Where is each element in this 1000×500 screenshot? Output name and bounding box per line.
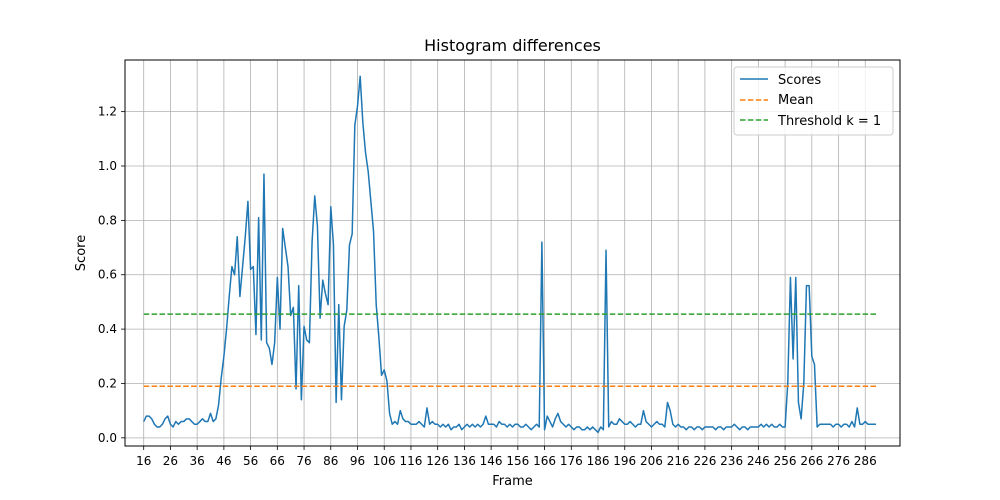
- x-tick-label: 256: [774, 454, 797, 468]
- x-tick-label: 136: [453, 454, 476, 468]
- series-line-scores: [143, 75, 876, 434]
- x-tick-label: 66: [270, 454, 285, 468]
- x-tick-label: 86: [323, 454, 338, 468]
- y-axis: 0.0 0.2 0.4 0.6 0.8 1.0 1.2: [98, 105, 125, 445]
- x-tick-label: 106: [373, 454, 396, 468]
- legend-label-scores: Scores: [778, 73, 821, 88]
- x-tick-label: 166: [533, 454, 556, 468]
- x-tick-label: 16: [136, 454, 151, 468]
- x-tick-label: 26: [163, 454, 178, 468]
- x-tick-label: 276: [827, 454, 850, 468]
- x-tick-label: 216: [667, 454, 690, 468]
- legend: Scores Mean Threshold k = 1: [733, 66, 894, 136]
- x-tick-label: 156: [506, 454, 529, 468]
- y-tick-label: 1.0: [98, 159, 117, 173]
- x-tick-label: 76: [296, 454, 311, 468]
- x-tick-label: 286: [854, 454, 877, 468]
- x-tick-label: 186: [587, 454, 610, 468]
- x-tick-label: 226: [693, 454, 716, 468]
- x-tick-label: 96: [350, 454, 365, 468]
- series-layer: [143, 75, 876, 434]
- x-tick-label: 236: [720, 454, 743, 468]
- y-tick-label: 1.2: [98, 105, 117, 119]
- plot-frame: [124, 59, 901, 447]
- x-axis-label: Frame: [492, 474, 533, 489]
- x-tick-label: 46: [216, 454, 231, 468]
- legend-label-mean: Mean: [778, 93, 813, 108]
- x-tick-label: 126: [426, 454, 449, 468]
- x-tick-label: 116: [399, 454, 422, 468]
- legend-box: [733, 66, 894, 136]
- x-tick-label: 36: [190, 454, 205, 468]
- x-tick-label: 176: [560, 454, 583, 468]
- x-axis: 16 26 36 46 56 66 76 86 96 106 116 126 136 146 156 166 1…: [136, 446, 877, 468]
- y-tick-label: 0.4: [98, 322, 117, 336]
- x-tick-label: 56: [243, 454, 258, 468]
- y-tick-label: 0.2: [98, 376, 117, 390]
- x-tick-label: 246: [747, 454, 770, 468]
- y-tick-label: 0.0: [98, 431, 117, 445]
- y-tick-label: 0.6: [98, 268, 117, 282]
- y-tick-label: 0.8: [98, 213, 117, 227]
- x-tick-label: 266: [800, 454, 823, 468]
- chart-title: Histogram differences: [424, 36, 601, 55]
- x-tick-label: 206: [640, 454, 663, 468]
- legend-label-threshold: Threshold k = 1: [777, 114, 881, 129]
- x-tick-label: 196: [613, 454, 636, 468]
- y-axis-label: Score: [74, 235, 89, 271]
- x-tick-label: 146: [480, 454, 503, 468]
